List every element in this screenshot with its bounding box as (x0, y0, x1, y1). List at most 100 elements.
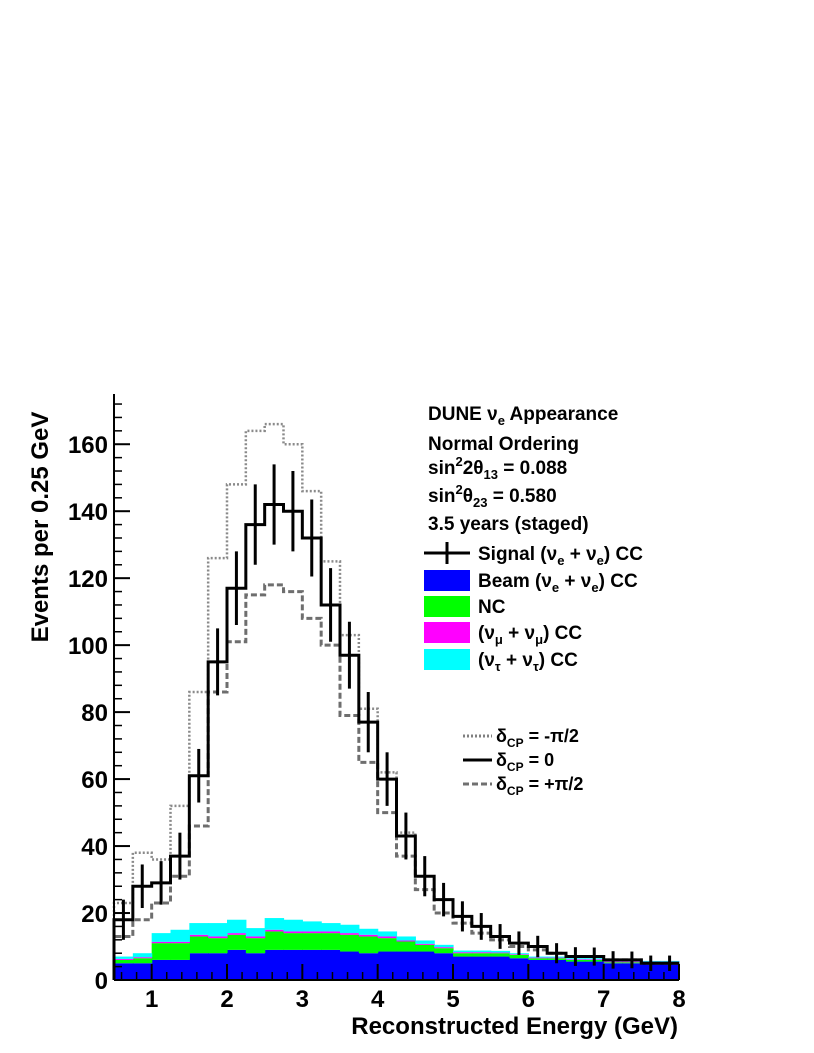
numu-bin (170, 941, 190, 944)
numu-bin (264, 929, 285, 932)
curve-dcp-minus-pi-2 (112, 422, 679, 980)
numu-bin (490, 952, 511, 954)
y-tick-label: 140 (68, 499, 108, 526)
beam-bin (114, 963, 134, 980)
numu-bin (245, 936, 266, 939)
annotation-line-5: 3.5 years (staged) (428, 514, 589, 535)
x-tick-label: 4 (371, 986, 385, 1013)
beam-bin (566, 961, 586, 980)
nc-bin (471, 953, 492, 957)
nc-bin (264, 931, 285, 950)
background-fills (114, 918, 680, 980)
numu-bin (340, 933, 360, 935)
nc-bin (434, 948, 454, 954)
beam-bin (641, 963, 661, 980)
beam-bin (227, 949, 247, 980)
numu-bin (434, 947, 454, 949)
y-tick-label: 0 (95, 968, 108, 995)
nc-bin (245, 938, 266, 954)
annotation-line-4: sin2θ23 = 0.580 (428, 482, 557, 510)
legend-numu-label: (νμ + νμ) CC (478, 623, 582, 647)
x-tick-label: 1 (145, 986, 158, 1013)
legend-beam-label: Beam (νe + νe) CC (478, 571, 638, 595)
axes: 0 20 40 60 80 100 120 140 160 1 2 3 4 5 6 7 8 (68, 394, 686, 1013)
signal-curves (112, 422, 679, 980)
nc-bin (453, 953, 473, 957)
numu-bin (151, 941, 172, 944)
beam-bin (471, 956, 492, 980)
beam-bin (528, 959, 548, 980)
numu-bin (396, 940, 416, 942)
legend-numu-swatch (424, 622, 470, 643)
delta-legend-minus-label: δCP = -π/2 (496, 726, 579, 750)
nc-bin (490, 953, 511, 957)
nc-bin (358, 936, 379, 954)
numu-bin (358, 934, 379, 937)
beam-bin (132, 963, 153, 980)
nutau-bin (170, 929, 190, 942)
numu-bin (189, 934, 209, 937)
delta-legend-plus-label: δCP = +π/2 (496, 774, 583, 798)
delta-legend-zero-label: δCP = 0 (496, 750, 554, 774)
x-tick-label: 2 (220, 986, 233, 1013)
nutau-bin (132, 953, 153, 958)
nutau-bin (340, 924, 360, 934)
y-tick-label: 80 (81, 700, 108, 727)
numu-bin (302, 931, 322, 934)
beam-bin (264, 949, 285, 980)
beam-bin (584, 961, 605, 980)
beam-bin (547, 959, 567, 980)
beam-bin (321, 949, 341, 980)
beam-bin (415, 951, 435, 980)
beam-bin (490, 956, 511, 980)
nc-bin (283, 933, 303, 950)
legend-nc-swatch (424, 596, 470, 617)
numu-bin (528, 957, 548, 959)
nc-bin (528, 958, 548, 960)
beam-bin (396, 951, 416, 980)
x-axis-label: Reconstructed Energy (GeV) (351, 1013, 678, 1040)
nutau-bin (358, 928, 379, 935)
beam-bin (660, 963, 680, 980)
beam-bin (283, 949, 303, 980)
nutau-bin (434, 944, 454, 948)
y-tick-label: 160 (68, 432, 108, 459)
y-tick-label: 60 (81, 767, 108, 794)
nutau-bin (377, 931, 398, 937)
nutau-bin (396, 936, 416, 941)
numu-bin (114, 958, 134, 960)
annotation-line-3: sin22θ13 = 0.088 (428, 454, 567, 482)
nutau-bin (471, 950, 492, 953)
numu-bin (453, 952, 473, 954)
nc-bin (189, 936, 209, 954)
beam-bin (509, 958, 529, 980)
nutau-bin (208, 923, 228, 937)
beam-bin (245, 953, 266, 980)
nutau-bin (245, 928, 266, 937)
nc-bin (396, 941, 416, 952)
nc-bin (377, 938, 398, 952)
nc-bin (302, 933, 322, 950)
numu-bin (132, 957, 153, 959)
beam-bin (377, 951, 398, 980)
beam-bin (358, 953, 379, 980)
numu-bin (471, 952, 492, 954)
nutau-bin (302, 921, 322, 932)
beam-bin (622, 963, 642, 980)
beam-bin (453, 956, 473, 980)
beam-bin (434, 953, 454, 980)
x-tick-label: 5 (446, 986, 459, 1013)
numu-bin (415, 943, 435, 945)
x-tick-label: 7 (597, 986, 610, 1013)
nc-bin (415, 944, 435, 952)
legend-nutau-swatch (424, 649, 470, 670)
x-tick-label: 6 (522, 986, 535, 1013)
nutau-bin (490, 950, 511, 953)
beam-bin (340, 951, 360, 980)
y-tick-label: 120 (68, 566, 108, 593)
nutau-bin (264, 918, 285, 930)
legend-nutau-label: (ντ + ντ) CC (478, 650, 578, 674)
x-tick-label: 8 (672, 986, 685, 1013)
annotation-line-1: DUNE νe Appearance (428, 404, 618, 428)
